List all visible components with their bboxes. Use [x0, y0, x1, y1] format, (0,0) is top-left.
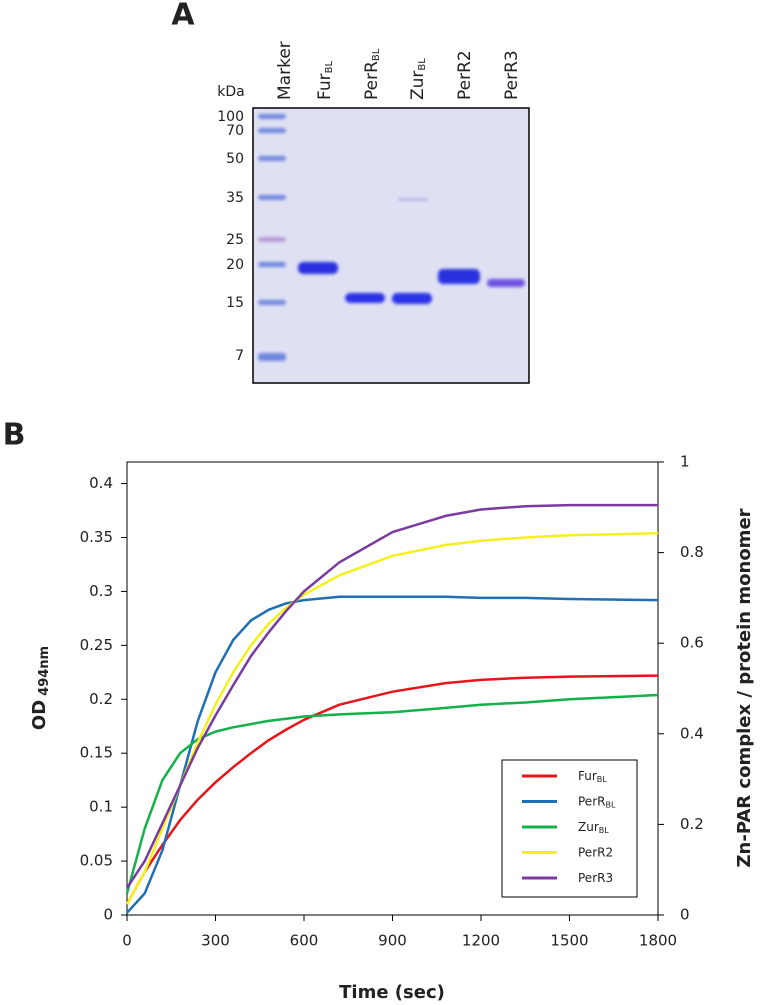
legend-name: PerR3 [578, 871, 613, 885]
y2-tick-label: 0.6 [680, 634, 704, 652]
lane-name: Zur [408, 71, 428, 100]
legend [501, 759, 638, 898]
series-line [125, 674, 659, 905]
legend-name: PerR [578, 794, 605, 808]
legend-label: FurBL [578, 769, 607, 784]
marker-label: 15 [226, 295, 244, 311]
y2-tick-label: 0.2 [680, 815, 704, 833]
panel-label: B [3, 418, 26, 453]
y-tick-label: 0.25 [80, 636, 113, 654]
x-tick-label: 1500 [550, 932, 588, 950]
legend-subscript: BL [605, 800, 615, 809]
gel [252, 107, 530, 384]
y2-tick-label: 0.4 [680, 724, 704, 742]
y-axis-label-sub: 494nm [37, 646, 52, 696]
ladder-band [258, 195, 286, 200]
ladder-band [258, 128, 286, 133]
gel-band [398, 198, 428, 201]
x-tick-label: 600 [290, 932, 319, 950]
gel-band [438, 269, 480, 284]
lane-name: PerR [362, 61, 382, 100]
ladder-band [258, 353, 286, 361]
lane-label: Marker [275, 41, 295, 100]
marker-label: 20 [226, 257, 244, 273]
legend-name: Zur [578, 820, 599, 834]
y-axis-label-main: OD [29, 700, 50, 730]
legend-subscript: BL [597, 775, 607, 784]
y-tick-label: 0.15 [80, 744, 113, 762]
y-tick-label: 0.2 [89, 690, 113, 708]
y-tick-label: 0 [103, 906, 113, 924]
y2-tick-label: 1 [680, 453, 690, 471]
marker-label: 70 [226, 123, 244, 139]
x-axis-label: Time (sec) [339, 982, 445, 1003]
gel-bands [298, 198, 525, 304]
unit-label: kDa [217, 84, 244, 100]
lane-label: PerR2 [455, 50, 475, 100]
gel-band [298, 262, 338, 274]
lane-label: PerR3 [502, 50, 522, 100]
lane-subscript: BL [417, 58, 428, 71]
x-tick-label: 300 [201, 932, 230, 950]
marker-label: 100 [217, 109, 244, 125]
ladder-band [258, 300, 286, 305]
panel-label: A [171, 0, 195, 33]
lane-name: PerR3 [502, 50, 522, 100]
y-tick-label: 0.05 [80, 852, 113, 870]
x-tick-label: 0 [122, 932, 132, 950]
y2-tick-label: 0 [680, 906, 690, 924]
y-tick-label: 0.35 [80, 528, 113, 546]
lane-subscript: BL [324, 61, 335, 74]
y2-tick-label: 0.8 [680, 543, 704, 561]
lane-label: FurBL [315, 61, 335, 100]
ladder-band [258, 237, 286, 242]
legend-label: PerRBL [578, 794, 616, 809]
x-tick-label: 900 [378, 932, 407, 950]
ladder-band [258, 156, 286, 161]
x-tick-label: 1200 [462, 932, 500, 950]
gel-band [487, 279, 525, 287]
series-line [125, 503, 658, 889]
y-axis-label: OD 494nm [29, 646, 52, 730]
y2-axis-label: Zn-PAR complex / protein monomer [734, 508, 755, 867]
lane-subscript: BL [371, 48, 382, 61]
y-tick-label: 0.3 [89, 582, 113, 600]
legend-subscript: BL [599, 826, 609, 835]
x-tick-label: 1800 [639, 932, 677, 950]
y-tick-label: 0.1 [89, 798, 113, 816]
marker-label: 35 [226, 190, 244, 206]
legend-label: PerR3 [578, 871, 613, 885]
series-line [125, 693, 659, 894]
gel-band [345, 293, 385, 303]
lane-label: PerRBL [362, 48, 382, 100]
marker-label: 50 [226, 151, 244, 167]
lane-name: PerR2 [455, 50, 475, 100]
legend-label: ZurBL [578, 820, 609, 835]
lane-name: Fur [315, 73, 335, 100]
legend-label: PerR2 [578, 845, 613, 859]
legend-name: PerR2 [578, 845, 613, 859]
series-line [126, 595, 659, 914]
marker-label: 7 [235, 348, 244, 364]
ladder-band [258, 114, 286, 119]
legend-name: Fur [578, 769, 597, 783]
gel-band [392, 293, 432, 304]
ladder-band [258, 262, 286, 267]
lane-label: ZurBL [408, 58, 428, 100]
marker-label: 25 [226, 232, 244, 248]
y-tick-label: 0.4 [89, 474, 113, 492]
lane-name: Marker [275, 41, 295, 100]
